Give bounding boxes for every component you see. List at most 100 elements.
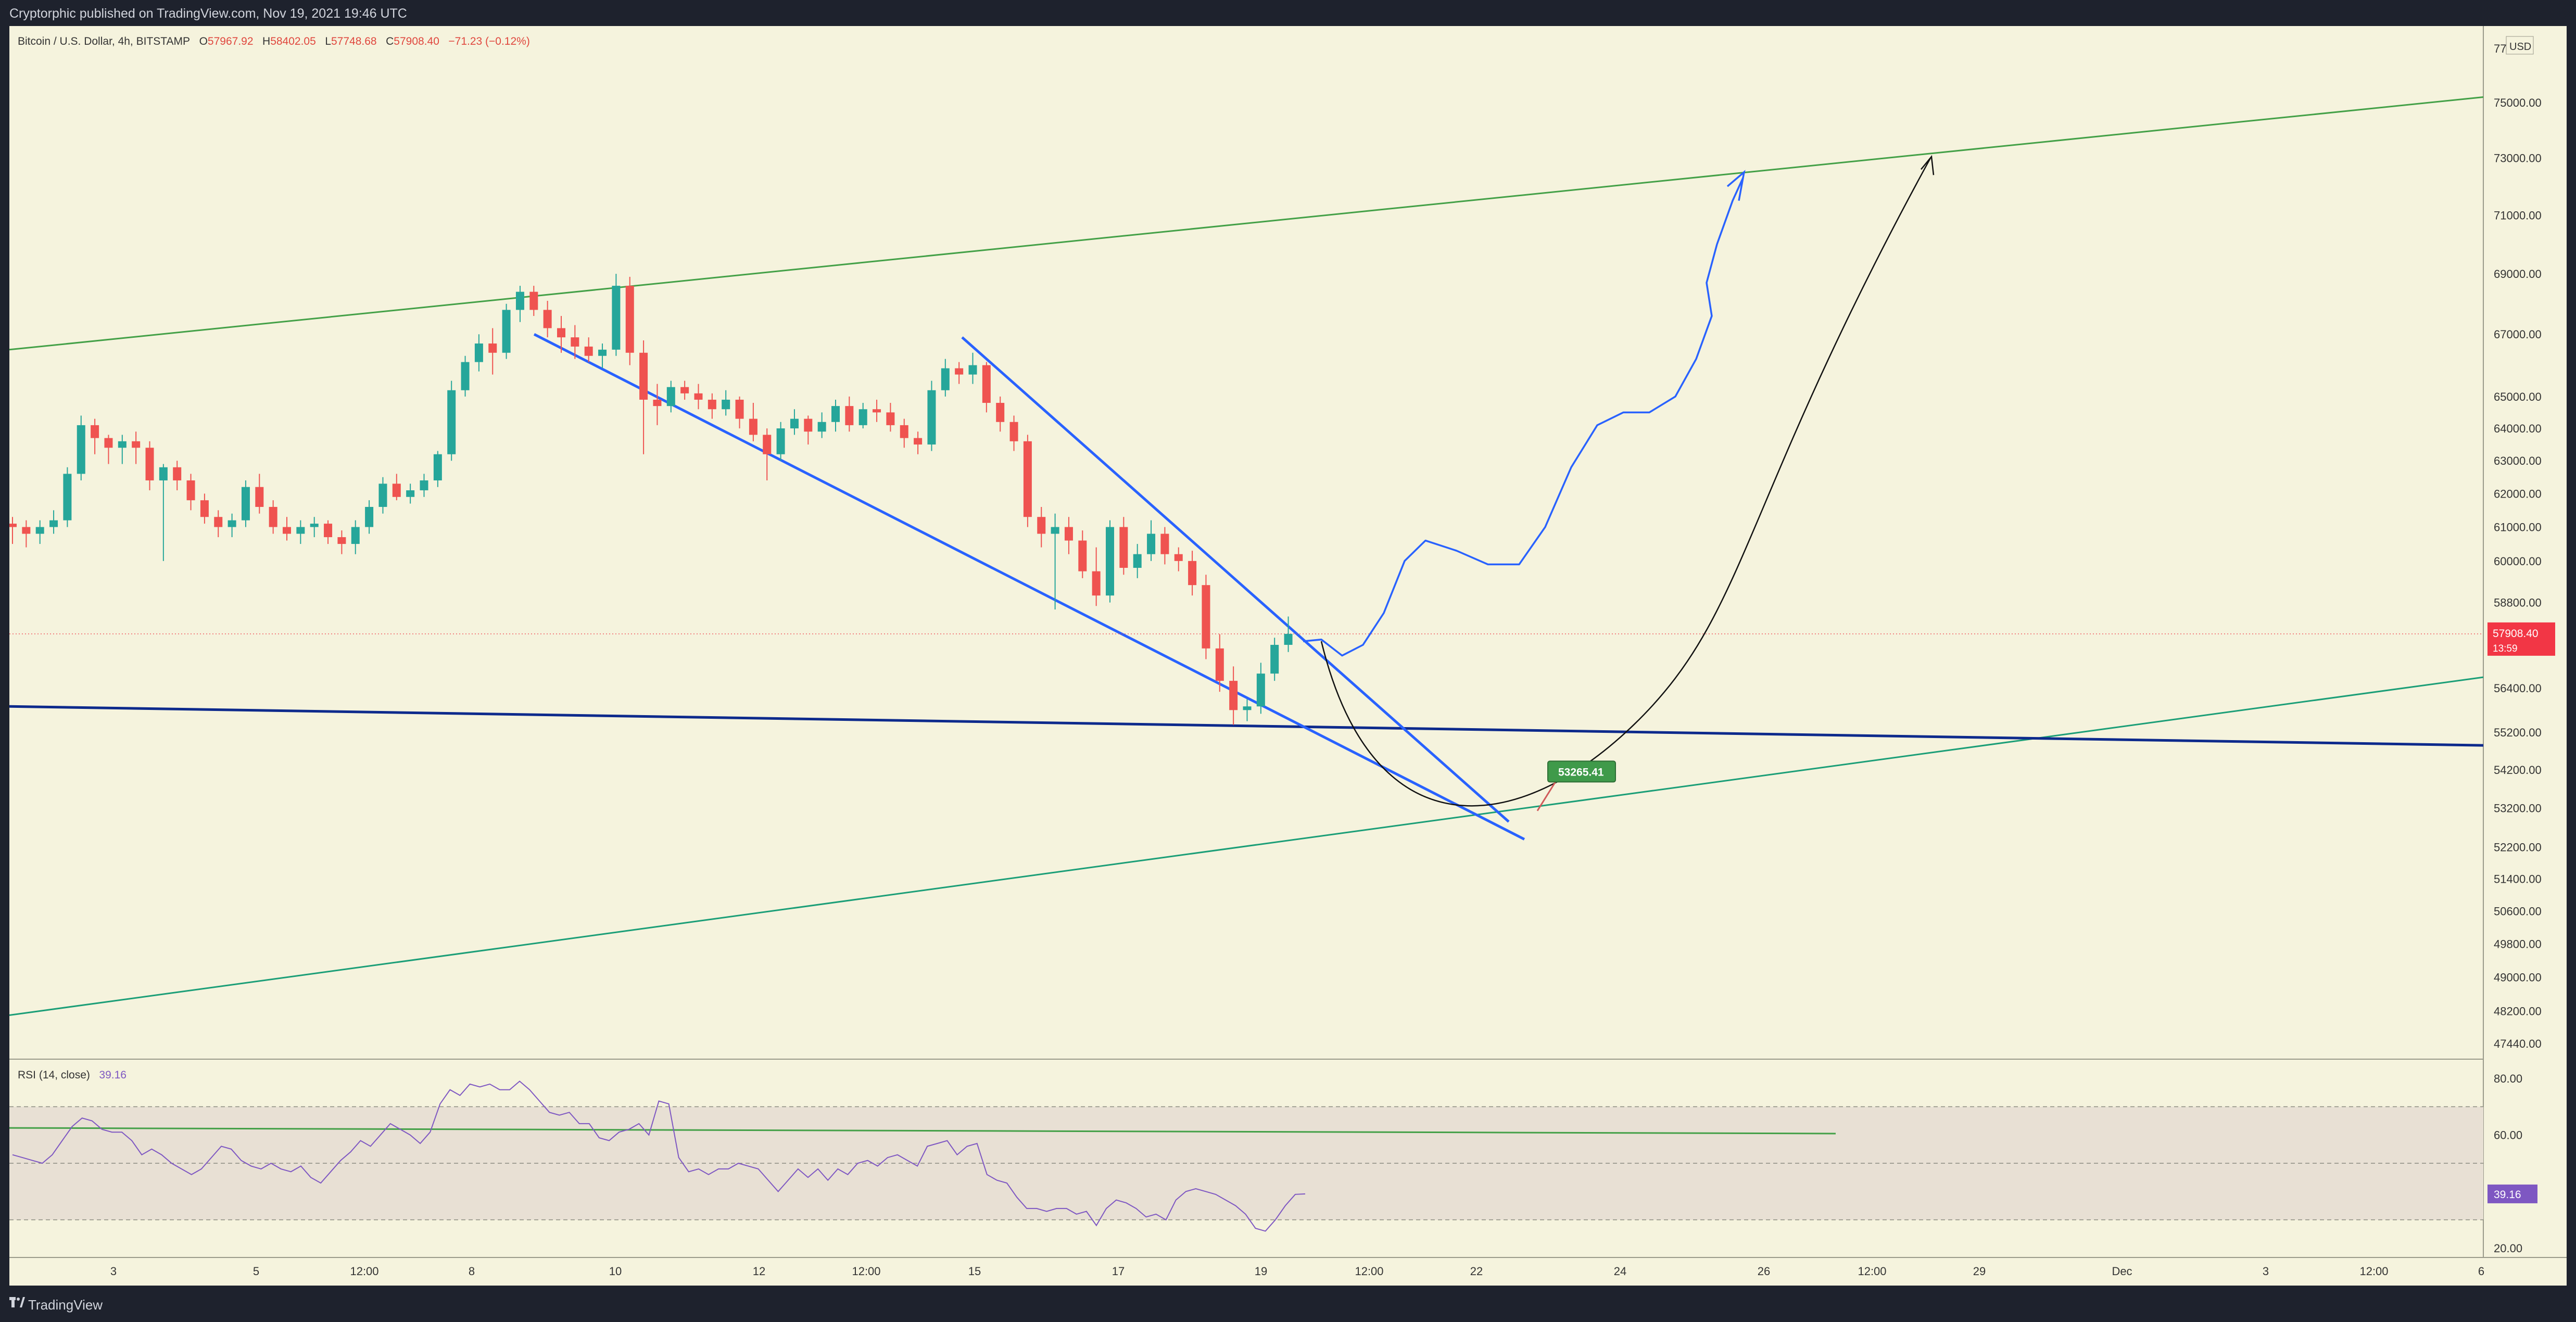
candle-body — [474, 343, 483, 362]
symbol-title: Bitcoin / U.S. Dollar, 4h, BITSTAMP — [18, 35, 191, 47]
candle — [63, 467, 72, 527]
callout-box — [1547, 760, 1616, 783]
channel-upper-trendline — [9, 96, 2484, 351]
candle — [1270, 638, 1279, 681]
price-tick-label: 71000.00 — [2494, 209, 2542, 222]
callout-label: 53265.41 — [1558, 766, 1604, 778]
candle-body — [666, 387, 675, 406]
candle — [639, 340, 648, 454]
candle — [269, 500, 277, 534]
time-tick-label: 5 — [253, 1265, 259, 1278]
time-tick-label: 6 — [2478, 1265, 2484, 1278]
candle — [132, 431, 141, 464]
candle — [1051, 513, 1059, 610]
price-tick-label: 63000.00 — [2494, 454, 2542, 467]
close-label: C — [386, 35, 394, 47]
candle — [968, 352, 977, 384]
candle — [735, 396, 744, 429]
candle-body — [968, 365, 977, 375]
close-value: 57908.40 — [394, 35, 439, 47]
price-tick-label: 69000.00 — [2494, 268, 2542, 281]
candle — [228, 513, 236, 538]
horizontal-support-line — [9, 705, 2484, 747]
candle-body — [557, 328, 565, 338]
price-tick-label: 62000.00 — [2494, 487, 2542, 500]
candle-body — [77, 425, 85, 474]
candle — [502, 303, 511, 359]
candle — [1119, 517, 1128, 575]
price-tick-label: 52200.00 — [2494, 841, 2542, 854]
time-tick-label: 12:00 — [852, 1265, 880, 1278]
candle-body — [955, 368, 964, 375]
change-value: −71.23 (−0.12%) — [448, 35, 530, 47]
candle-body — [927, 390, 936, 445]
chart-frame[interactable]: 75000.00 73000.00 71000.00 69000.00 67000.00… — [9, 26, 2567, 1286]
projected-curve-black — [1320, 158, 1931, 807]
callout-pointer — [1536, 777, 1559, 811]
rsi-tick-label: 60.00 — [2494, 1129, 2522, 1142]
candle-body — [433, 454, 442, 481]
candle — [515, 286, 524, 322]
candle-body — [1051, 527, 1059, 534]
candle — [1284, 616, 1293, 652]
time-tick-label: 8 — [469, 1265, 475, 1278]
candle-body — [118, 441, 127, 448]
time-tick-label: 12:00 — [1858, 1265, 1886, 1278]
rsi-line — [12, 1081, 1306, 1232]
candle — [886, 403, 895, 432]
candle — [543, 300, 552, 338]
rsi-value-tag — [2487, 1184, 2537, 1203]
projected-path-arrowhead — [1726, 170, 1746, 201]
candle-body — [159, 467, 168, 481]
candle — [1160, 527, 1169, 565]
last-price-tag — [2487, 622, 2555, 656]
candle — [858, 403, 867, 429]
candle — [763, 428, 772, 481]
candle-body — [873, 409, 881, 413]
chart-canvas[interactable]: 75000.00 73000.00 71000.00 69000.00 67000.00… — [9, 26, 2567, 1286]
candle — [831, 399, 840, 432]
candle-body — [49, 520, 58, 527]
candle-body — [228, 520, 236, 527]
projected-path-blue — [1303, 177, 1744, 657]
rsi-tick-label: 80.00 — [2494, 1072, 2522, 1085]
price-tick-label: 49000.00 — [2494, 971, 2542, 984]
price-tick-label: 47440.00 — [2494, 1037, 2542, 1050]
candle-body — [104, 438, 113, 448]
candle — [1229, 666, 1238, 725]
candle-body — [1243, 706, 1252, 710]
price-tick-label: 73000.00 — [2494, 152, 2542, 165]
candle — [283, 517, 291, 541]
candle — [1243, 699, 1252, 721]
candle-body — [598, 349, 607, 356]
price-tick-label: 61000.00 — [2494, 521, 2542, 534]
rsi-trendline — [9, 1127, 1836, 1135]
price-tick-label-partial: 77 — [2494, 42, 2506, 55]
candle — [310, 517, 319, 538]
candle — [392, 474, 401, 501]
candle-body — [584, 346, 593, 356]
candle — [817, 412, 826, 438]
candle-body — [502, 310, 511, 353]
wedge-upper-trendline — [961, 336, 1510, 823]
candle-body — [186, 480, 195, 501]
price-tick-label: 58800.00 — [2494, 596, 2542, 609]
open-label: O — [199, 35, 208, 47]
candle-body — [461, 362, 470, 390]
candle-body — [900, 425, 908, 438]
candle-body — [982, 365, 991, 403]
time-tick-label: 17 — [1112, 1265, 1125, 1278]
candle — [337, 530, 346, 554]
candle-body — [543, 310, 552, 328]
candle — [447, 380, 456, 461]
candle — [790, 409, 799, 435]
price-tick-label: 53200.00 — [2494, 802, 2542, 815]
candle-body — [1284, 633, 1293, 645]
candle-body — [1119, 527, 1128, 568]
candle — [1174, 547, 1183, 571]
candle — [9, 517, 17, 544]
candle-body — [1023, 441, 1032, 517]
candle-body — [392, 484, 401, 497]
rsi-value: 39.16 — [99, 1069, 127, 1081]
candle-body — [420, 480, 428, 491]
